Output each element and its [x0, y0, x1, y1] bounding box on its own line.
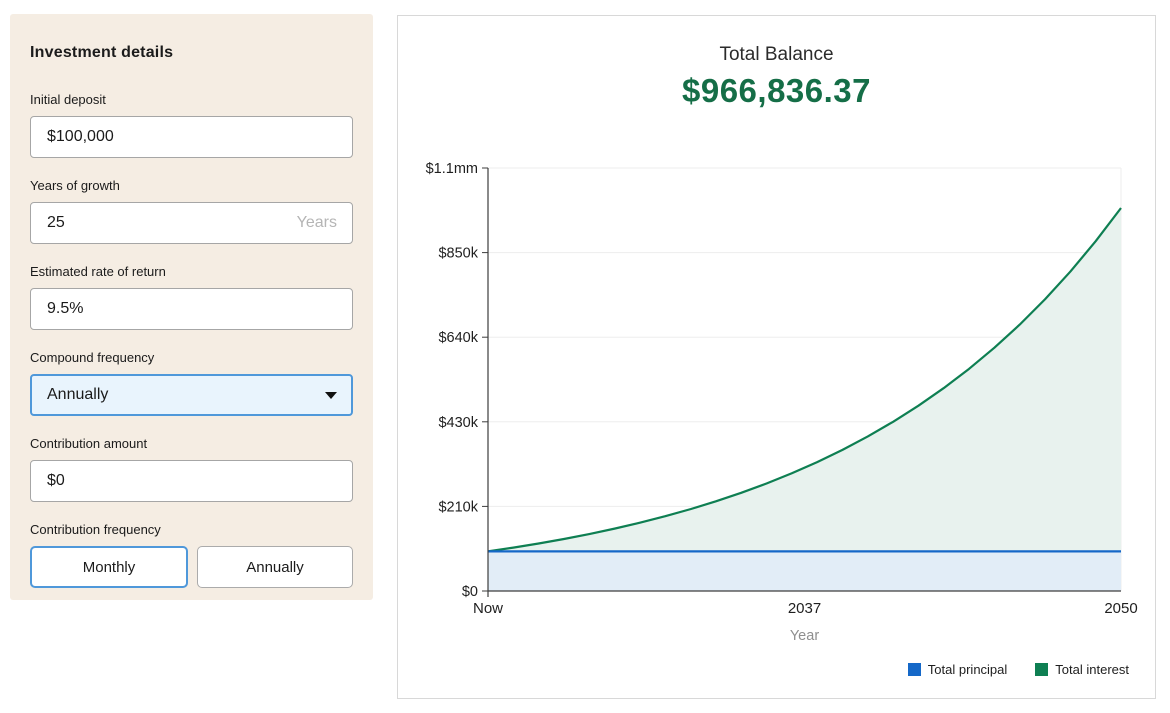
chevron-down-icon: [325, 391, 337, 399]
initial-deposit-input[interactable]: [30, 116, 353, 158]
sidebar-title: Investment details: [30, 44, 174, 61]
compound-frequency-select[interactable]: Annually: [30, 374, 353, 416]
rate-of-return-label: Estimated rate of return: [30, 264, 166, 279]
total-principal-swatch-icon: [907, 663, 921, 676]
contribution-frequency-monthly-button[interactable]: Monthly: [30, 546, 188, 588]
years-of-growth-field: Years of growth Years: [30, 178, 353, 244]
contribution-amount-field: Contribution amount: [30, 436, 353, 502]
initial-deposit-field: Initial deposit: [30, 92, 353, 158]
rate-of-return-input[interactable]: [30, 288, 353, 330]
contribution-frequency-label: Contribution frequency: [30, 522, 161, 537]
y-axis-tick-label: $1.1mm: [426, 161, 478, 177]
years-of-growth-label: Years of growth: [30, 178, 120, 193]
chart-panel: Total Balance $966,836.37 $0 $210k $430k $6…: [397, 15, 1156, 699]
legend-item-total-interest: Total interest: [1035, 662, 1129, 677]
y-axis-tick-label: $430k: [438, 415, 478, 431]
x-axis-tick-label: Now: [473, 600, 503, 617]
compound-frequency-label: Compound frequency: [30, 350, 155, 365]
total-interest-line: [487, 207, 1122, 553]
x-axis-tick-label: 2050: [1104, 600, 1137, 617]
compound-frequency-field: Compound frequency Annually: [30, 350, 353, 416]
total-principal-area: [488, 551, 1121, 591]
y-axis-tick-label: $640k: [438, 330, 478, 346]
y-axis-tick-label: $0: [462, 584, 478, 600]
years-of-growth-input[interactable]: [30, 202, 353, 244]
total-interest-area: [488, 207, 1121, 552]
legend-label: Total interest: [1055, 662, 1129, 677]
compound-frequency-value: Annually: [47, 386, 109, 403]
contribution-amount-label: Contribution amount: [30, 436, 148, 451]
balance-area-chart: $0 $210k $430k $640k $850k $1.1mm Now 2037 2050 Y…: [426, 161, 1138, 644]
contribution-frequency-field: Contribution frequency Monthly Annually: [30, 522, 353, 588]
chart-legend: Total principal Total interest: [907, 662, 1129, 677]
x-axis-tick-label: 2037: [788, 600, 821, 617]
chart-title: Total Balance: [719, 44, 834, 65]
contribution-frequency-annually-button[interactable]: Annually: [197, 546, 353, 588]
investment-details-panel: Investment details Initial deposit Years…: [10, 14, 373, 600]
y-axis-tick-label: $210k: [438, 499, 478, 515]
initial-deposit-label: Initial deposit: [30, 92, 106, 107]
legend-label: Total principal: [927, 662, 1008, 677]
contribution-amount-input[interactable]: [30, 460, 353, 502]
total-interest-swatch-icon: [1035, 663, 1049, 676]
x-axis-title: Year: [790, 628, 819, 644]
rate-of-return-field: Estimated rate of return: [30, 264, 353, 330]
total-balance-amount: $966,836.37: [681, 72, 871, 109]
y-axis-tick-label: $850k: [438, 246, 478, 262]
legend-item-total-principal: Total principal: [907, 662, 1008, 677]
